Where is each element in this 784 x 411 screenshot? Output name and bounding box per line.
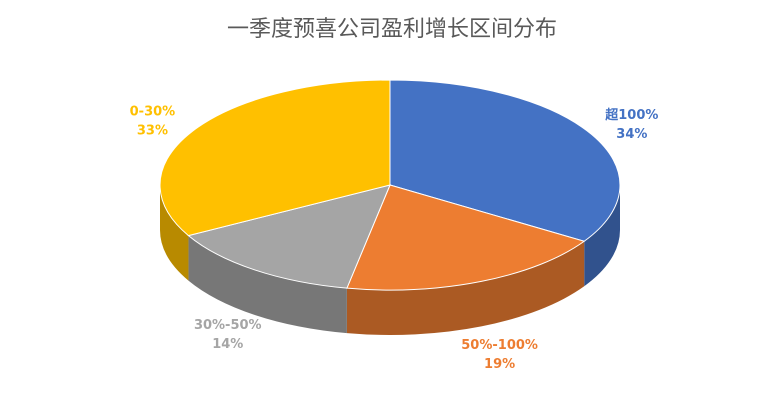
value-label: 14% [212, 337, 243, 352]
slice [187, 184, 391, 289]
category-label: 50%-100% [461, 338, 538, 353]
category-label: 超100% [605, 107, 658, 123]
value-label: 33% [137, 123, 168, 138]
slice-side [584, 185, 620, 287]
category-label: 30%-50% [194, 318, 262, 333]
slice [346, 184, 586, 291]
value-label: 34% [616, 127, 647, 142]
slice [389, 79, 621, 242]
value-label: 19% [484, 357, 515, 372]
slice-side [160, 185, 189, 281]
slice-side [346, 241, 585, 335]
chart-title: 一季度预喜公司盈利增长区间分布 [227, 17, 557, 42]
slice [159, 79, 391, 237]
category-label: 0-30% [130, 104, 176, 119]
